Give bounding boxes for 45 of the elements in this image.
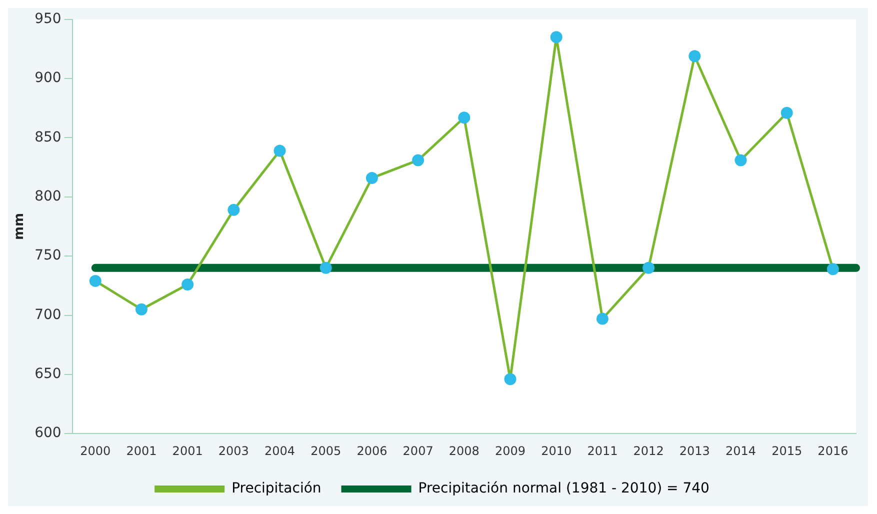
point bbox=[182, 278, 194, 290]
y-tick-label: 650 bbox=[34, 366, 62, 382]
point bbox=[688, 50, 701, 62]
y-tick-label: 850 bbox=[34, 129, 62, 146]
point bbox=[734, 154, 747, 166]
x-tick-label: 2008 bbox=[448, 444, 480, 458]
x-tick-label: 2007 bbox=[402, 444, 434, 458]
point bbox=[320, 262, 332, 274]
y-tick-label: 700 bbox=[34, 306, 62, 323]
legend-label: Precipitación normal (1981 - 2010) = 740 bbox=[418, 480, 710, 497]
point bbox=[826, 263, 839, 276]
point bbox=[780, 106, 793, 119]
y-tick-label: 800 bbox=[34, 188, 62, 205]
x-tick-label: 2015 bbox=[772, 444, 802, 458]
y-axis-title: mm bbox=[12, 212, 28, 240]
x-tick-label: 2014 bbox=[725, 444, 756, 458]
point bbox=[550, 31, 562, 44]
x-tick-label: 2003 bbox=[218, 444, 249, 458]
x-tick-label: 2010 bbox=[541, 444, 572, 458]
x-tick-label: 2016 bbox=[818, 444, 848, 458]
point bbox=[228, 204, 240, 216]
y-tick-label: 900 bbox=[34, 70, 62, 86]
x-tick-label: 2004 bbox=[264, 444, 296, 458]
x-tick-label: 2001 bbox=[126, 444, 157, 458]
x-tick-label: 2009 bbox=[494, 444, 526, 458]
point bbox=[366, 172, 378, 184]
x-tick-label: 2011 bbox=[587, 444, 618, 458]
point bbox=[412, 154, 424, 166]
y-tick-label: 600 bbox=[34, 425, 62, 442]
point bbox=[596, 312, 608, 325]
point bbox=[642, 262, 655, 274]
point bbox=[135, 303, 148, 316]
point bbox=[458, 112, 470, 124]
point bbox=[89, 274, 102, 287]
x-tick-label: 2006 bbox=[356, 444, 388, 458]
point bbox=[504, 373, 516, 386]
x-tick-label: 2001 bbox=[172, 444, 203, 458]
x-tick-label: 2005 bbox=[310, 444, 342, 458]
x-tick-label: 2012 bbox=[633, 444, 664, 458]
legend-label: Precipitación bbox=[232, 480, 322, 497]
point bbox=[274, 144, 286, 157]
y-tick-label: 950 bbox=[34, 11, 62, 28]
x-tick-label: 2013 bbox=[679, 444, 710, 458]
y-tick-label: 750 bbox=[34, 248, 62, 264]
x-tick-label: 2000 bbox=[80, 444, 111, 458]
